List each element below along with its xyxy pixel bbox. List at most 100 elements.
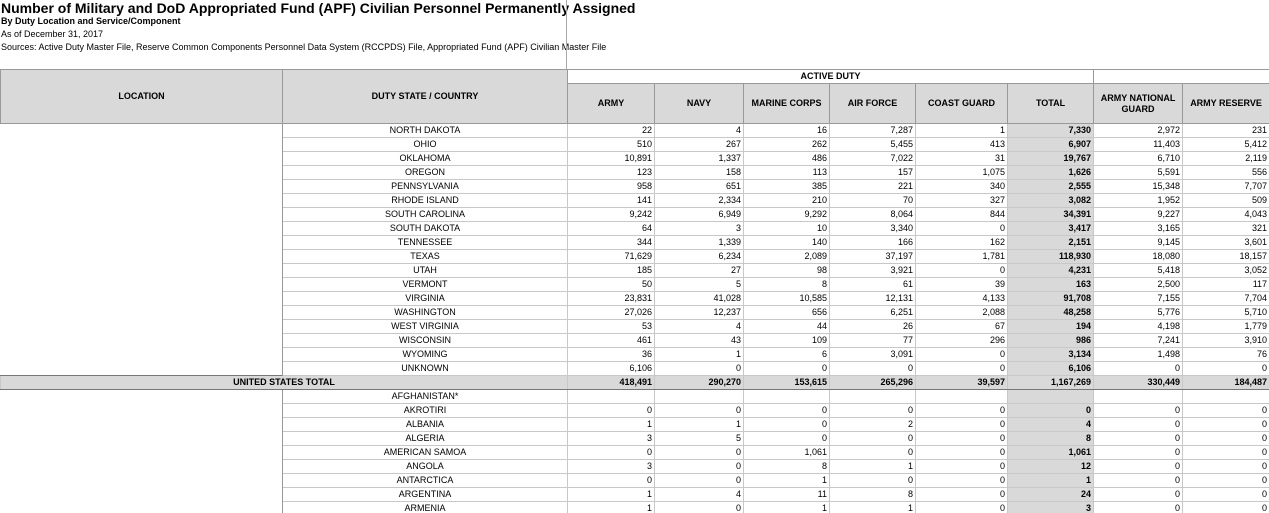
cell-value: 1 (567, 487, 655, 502)
cell-value: 18,080 (1093, 249, 1184, 264)
cell-value: 4 (654, 487, 744, 502)
cell-value: 6,251 (829, 305, 916, 320)
cell-value: 98 (743, 263, 830, 278)
cell-value: 5,776 (1093, 305, 1184, 320)
table-row: ANTARCTICA 0 0 1 0 0 1 0 0 (0, 473, 1269, 488)
cell-value: 4,198 (1093, 319, 1184, 334)
cell-value: 0 (654, 445, 744, 460)
duty-state: ANTARCTICA (282, 473, 568, 488)
cell-value: 4 (1006, 417, 1095, 432)
cell-value: 16 (743, 123, 830, 138)
cell-value: 71,629 (567, 249, 655, 264)
cell-value: 6,234 (654, 249, 744, 264)
location (0, 235, 283, 250)
duty-state: WASHINGTON (282, 305, 568, 320)
cell-value: 0 (654, 501, 744, 513)
cell-value: 184,487 (1182, 375, 1269, 390)
cell-value: 140 (743, 235, 830, 250)
cell-value: 0 (915, 459, 1008, 474)
cell-value: 0 (1182, 445, 1269, 460)
cell-value: 344 (567, 235, 655, 250)
cell-value: 0 (654, 459, 744, 474)
cell-value: 1,781 (915, 249, 1008, 264)
cell-value: 0 (829, 431, 916, 446)
cell-value (1182, 389, 1269, 404)
cell-value: 2,151 (1006, 235, 1095, 250)
cell-value: 10,891 (567, 151, 655, 166)
duty-state: TEXAS (282, 249, 568, 264)
cell-value: 3,601 (1182, 235, 1269, 250)
cell-value (915, 389, 1008, 404)
subtitle: By Duty Location and Service/Component (1, 16, 181, 26)
cell-value: 2,088 (915, 305, 1008, 320)
cell-value: 340 (915, 179, 1008, 194)
cell-value: 3 (567, 459, 655, 474)
cell-value: 6,106 (567, 361, 655, 376)
cell-value: 10,585 (743, 291, 830, 306)
data-table: LOCATION DUTY STATE / COUNTRY ACTIVE DUTY A… (0, 69, 1269, 513)
cell-value: 76 (1182, 347, 1269, 362)
cell-value: 153,615 (743, 375, 830, 390)
cell-value: 8 (829, 487, 916, 502)
table-row: SOUTH DAKOTA 64 3 10 3,340 0 3,417 3,165 321 (0, 221, 1269, 236)
table-row: WISCONSIN 461 43 109 77 296 986 7,241 3,910 (0, 333, 1269, 348)
duty-state: UTAH (282, 263, 568, 278)
cell-value: 27 (654, 263, 744, 278)
cell-value: 958 (567, 179, 655, 194)
cell-value: 22 (567, 123, 655, 138)
cell-value: 0 (1182, 403, 1269, 418)
cell-value (829, 389, 916, 404)
table-row: OKLAHOMA 10,891 1,337 486 7,022 31 19,767 6,710… (0, 151, 1269, 166)
cell-value: 24 (1006, 487, 1095, 502)
cell-value: 12,131 (829, 291, 916, 306)
duty-state: AMERICAN SAMOA (282, 445, 568, 460)
cell-value: 1 (567, 501, 655, 513)
cell-value: 158 (654, 165, 744, 180)
cell-value: 64 (567, 221, 655, 236)
cell-value: 3,165 (1093, 221, 1184, 236)
cell-value: 0 (915, 361, 1008, 376)
cell-value: 123 (567, 165, 655, 180)
cell-value: 1 (1006, 473, 1095, 488)
cell-value: 11,403 (1093, 137, 1184, 152)
cell-value: 0 (1182, 361, 1269, 376)
table-row: WEST VIRGINIA 53 4 44 26 67 194 4,198 1,779 (0, 319, 1269, 334)
duty-state: UNKNOWN (282, 361, 568, 376)
cell-value: 1 (915, 123, 1008, 138)
column-header: AIR FORCE (829, 83, 916, 124)
cell-value: 0 (915, 473, 1008, 488)
cell-value: 461 (567, 333, 655, 348)
cell-value: 1,337 (654, 151, 744, 166)
cell-value: 11 (743, 487, 830, 502)
table-row: UNKNOWN 6,106 0 0 0 0 6,106 0 0 (0, 361, 1269, 376)
cell-value: 0 (915, 487, 1008, 502)
header-blank (1093, 69, 1269, 84)
cell-value: 141 (567, 193, 655, 208)
cell-value: 1,075 (915, 165, 1008, 180)
cell-value: 3,091 (829, 347, 916, 362)
cell-value: 7,287 (829, 123, 916, 138)
location (0, 263, 283, 278)
cell-value: 5,418 (1093, 263, 1184, 278)
cell-value: 91,708 (1006, 291, 1095, 306)
table-row: VERMONT 50 5 8 61 39 163 2,500 117 (0, 277, 1269, 292)
cell-value: 5 (654, 431, 744, 446)
cell-value: 0 (1182, 431, 1269, 446)
cell-value: 0 (915, 403, 1008, 418)
cell-value: 210 (743, 193, 830, 208)
cell-value: 0 (743, 431, 830, 446)
cell-value: 0 (915, 221, 1008, 236)
cell-value: 0 (829, 403, 916, 418)
location (0, 193, 283, 208)
cell-value: 2,555 (1006, 179, 1095, 194)
cell-value: 327 (915, 193, 1008, 208)
cell-value: 23,831 (567, 291, 655, 306)
column-header: LOCATION (0, 69, 283, 124)
cell-value: 34,391 (1006, 207, 1095, 222)
table-row: ALBANIA 1 1 0 2 0 4 0 0 (0, 417, 1269, 432)
cell-value: 262 (743, 137, 830, 152)
table-row: SOUTH CAROLINA 9,242 6,949 9,292 8,064 844 34,… (0, 207, 1269, 222)
cell-value: 9,145 (1093, 235, 1184, 250)
cell-value: 39 (915, 277, 1008, 292)
cell-value: 651 (654, 179, 744, 194)
